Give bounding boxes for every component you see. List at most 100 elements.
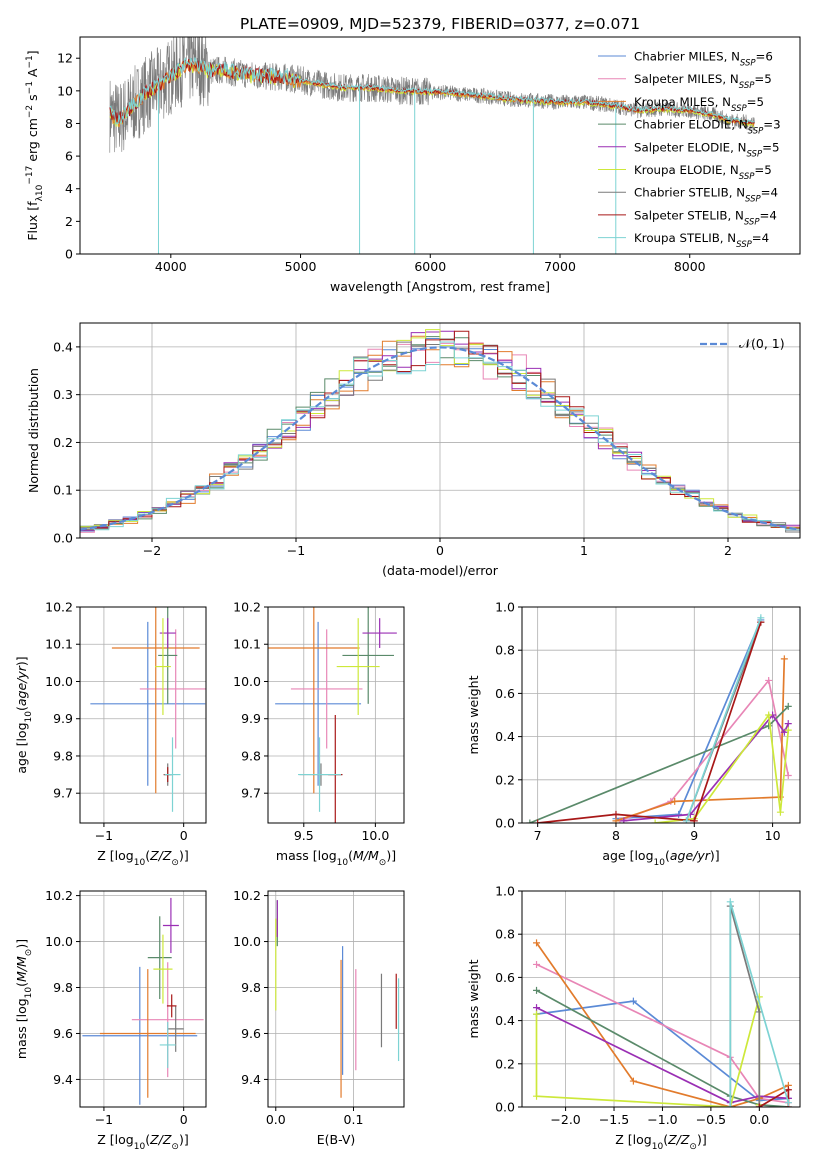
x-tick-label: 8000: [674, 259, 706, 274]
y-axis-label: mass weight: [466, 675, 481, 754]
x-tick-label: 6000: [414, 259, 446, 274]
x-tick-label: 9: [690, 828, 698, 843]
weight-marker: [533, 939, 541, 947]
weight-marker: [757, 614, 765, 622]
x-tick-label: −1.5: [599, 1112, 629, 1127]
weight-marker: [671, 797, 679, 805]
weight-marker: [690, 817, 698, 823]
weight-marker: [784, 1086, 792, 1094]
y-tick-label: 9.7: [241, 786, 261, 801]
mass-weight-vs-age-panel: 7 8 9 10 0.0 0.2 0.4 0.6 0.8 1.0 age [log10(age/yr…: [466, 600, 801, 868]
y-tick-label: 9.6: [53, 1026, 73, 1041]
y-tick-label: 9.7: [53, 786, 73, 801]
weight-marker: [780, 655, 788, 663]
x-tick-label: 7: [534, 828, 542, 843]
age-vs-Z-frame: [79, 606, 207, 824]
x-tick-label: 0: [180, 828, 188, 843]
figure-title: PLATE=0909, MJD=52379, FIBERID=0377, z=0…: [240, 15, 640, 33]
y-axis-label: Flux [fλ10−17 erg cm−2 s−1 A−1]: [25, 50, 45, 240]
weight-marker: [533, 960, 541, 968]
x-tick-label: 10: [765, 828, 781, 843]
x-tick-label: 0.1: [344, 1112, 364, 1127]
legend-entry: Chabrier STELIB, NSSP=4: [634, 186, 778, 205]
y-axis-label: mass weight: [466, 959, 481, 1038]
mass-vs-Z-panel: −1 0 9.4 9.6 9.8 10.0 10.2 Z [log10(Z/Z⊙)] mass …: [14, 888, 207, 1152]
age-vs-Z-plot-area: [90, 607, 206, 812]
spectrum-frame: [79, 36, 801, 255]
x-tick-label: −1.0: [647, 1112, 677, 1127]
legend-entry: Salpeter ELODIE, NSSP=5: [634, 140, 779, 159]
weight-marker: [765, 676, 773, 684]
weight-marker: [784, 771, 792, 779]
mass-weight-vs-Z-frame: [521, 890, 801, 1108]
y-tick-label: 0.2: [495, 1056, 515, 1071]
weight-marker: [784, 720, 792, 728]
weight-line: [536, 963, 789, 1104]
y-tick-label: 8: [65, 116, 73, 131]
x-axis-label: Z [log10(Z/Z⊙)]: [97, 1132, 188, 1152]
x-tick-label: 7000: [544, 259, 576, 274]
mass-vs-ebv-plot-area: [275, 900, 400, 1098]
y-tick-label: 10.2: [45, 888, 73, 903]
x-tick-label: 9.5: [294, 828, 314, 843]
legend-entry: Kroupa STELIB, NSSP=4: [634, 231, 769, 250]
y-tick-label: 9.9: [53, 711, 73, 726]
y-tick-label: 0: [65, 247, 73, 262]
y-tick-label: 12: [57, 51, 73, 66]
x-tick-label: 0.0: [266, 1112, 286, 1127]
histogram-series: [80, 341, 800, 531]
y-tick-label: 9.6: [241, 1026, 261, 1041]
spectrum-plot-area: [109, 37, 755, 254]
legend-entry: Salpeter STELIB, NSSP=4: [634, 208, 777, 227]
y-tick-label: 9.8: [241, 980, 261, 995]
legend-entry: Chabrier ELODIE, NSSP=3: [634, 118, 781, 137]
x-tick-label: −1: [95, 828, 113, 843]
y-tick-label: 2: [65, 214, 73, 229]
x-axis-label: Z [log10(Z/Z⊙)]: [97, 848, 188, 868]
age-vs-mass-plot-area: [268, 607, 397, 823]
weight-marker: [726, 1103, 734, 1107]
y-tick-label: 10: [57, 83, 73, 98]
x-axis-label: wavelength [Angstrom, rest frame]: [330, 279, 550, 294]
age-vs-mass-panel: 9.5 10.0 9.7 9.8 9.9 10.0 10.1 10.2 mass [log10(…: [233, 600, 405, 868]
x-axis-label: age [log10(age/yr)]: [602, 848, 719, 868]
weight-marker: [612, 810, 620, 818]
y-tick-label: 10.0: [233, 674, 261, 689]
gaussian-curve: [80, 346, 800, 531]
mass-vs-Z-frame: [79, 890, 207, 1108]
weight-marker: [533, 1010, 541, 1018]
y-tick-label: 4: [65, 181, 73, 196]
residual-histogram-panel: −2 −1 0 1 2 0.0 0.1 0.2 0.3 0.4 (data-model)/error…: [26, 322, 801, 578]
spectrum-panel: 4000 5000 6000 7000 8000 0 2 4 6 8 10 12 wavelength …: [25, 36, 801, 294]
y-tick-label: 0.3: [53, 387, 73, 402]
weight-marker: [629, 1077, 637, 1085]
y-tick-label: 10.2: [233, 888, 261, 903]
weight-marker: [629, 997, 637, 1005]
weight-line: [536, 1000, 789, 1102]
weight-marker: [682, 817, 690, 823]
weight-marker: [776, 808, 784, 816]
y-tick-label: 10.1: [233, 637, 261, 652]
weight-marker: [533, 1092, 541, 1100]
x-tick-label: 2: [724, 543, 732, 558]
weight-marker: [765, 711, 773, 719]
y-tick-label: 0.0: [53, 531, 73, 546]
y-tick-label: 9.4: [241, 1072, 261, 1087]
y-tick-label: 9.8: [241, 748, 261, 763]
y-tick-label: 9.8: [53, 748, 73, 763]
x-tick-label: 10.0: [361, 828, 389, 843]
y-tick-label: 0.6: [495, 686, 515, 701]
legend-entry: Chabrier MILES, NSSP=6: [634, 50, 773, 69]
x-tick-label: 0: [180, 1112, 188, 1127]
y-tick-label: 0.2: [53, 435, 73, 450]
y-axis-label: mass [log10(M/M⊙)]: [14, 939, 34, 1059]
weight-marker: [526, 819, 534, 823]
x-axis-label: E(B-V): [317, 1132, 356, 1147]
weight-marker: [780, 728, 788, 736]
y-tick-label: 0.1: [53, 483, 73, 498]
weight-line: [536, 989, 789, 1107]
weight-line: [685, 617, 762, 822]
age-vs-Z-panel: −1 0 9.7 9.8 9.9 10.0 10.1 10.2 Z [log10(Z/Z⊙)] a…: [14, 600, 207, 868]
y-tick-label: 0.4: [495, 729, 515, 744]
